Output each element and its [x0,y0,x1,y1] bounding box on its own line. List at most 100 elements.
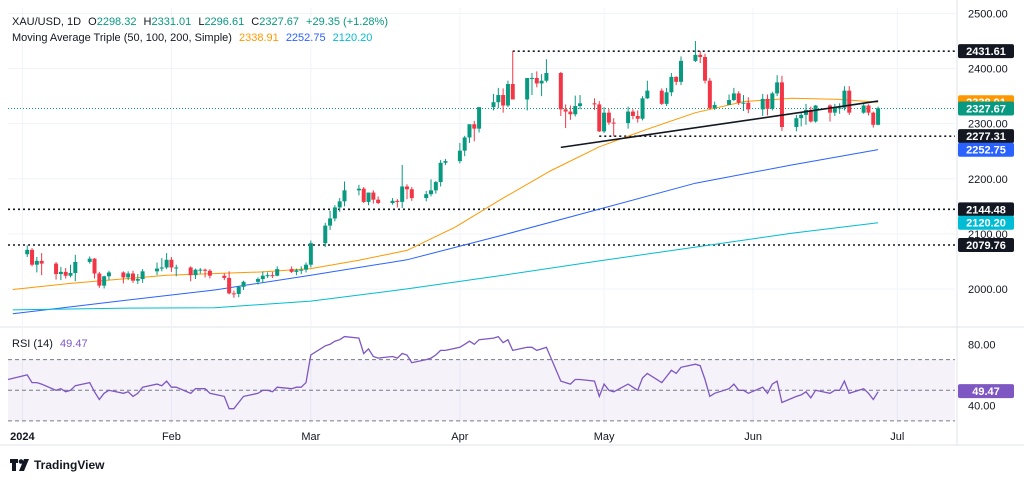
candle-body [765,98,770,109]
candle-body [568,111,573,115]
candle-body [443,161,448,163]
candle-body [294,270,299,272]
candle-body [68,272,73,276]
candle-body [241,281,246,287]
candle-body [626,111,631,124]
candle-body [308,243,313,265]
time-tick-label: Jul [890,431,904,443]
candle-body [775,82,780,94]
rsi-line [7,335,879,410]
candle-body [842,90,847,108]
candle-body [505,84,510,106]
candle-body [231,293,236,295]
candle-body [510,84,515,100]
candle-body [92,258,97,274]
candle-body [164,259,169,268]
candle-body [366,192,371,202]
candle-body [260,275,265,280]
candle-body [669,76,674,93]
legend-ma100-value: 2252.75 [285,32,326,44]
price-axis-tag-label: 2079.76 [966,240,1006,252]
time-tick-label: Mar [301,431,320,443]
candle-body [299,269,304,271]
candle-body [135,279,140,281]
candle-body [73,261,78,273]
candle-body [698,54,703,58]
time-tick-label: May [594,431,615,443]
time-tick-label: Feb [162,431,181,443]
moving-average-line [12,149,879,315]
candle-body [323,225,328,244]
candle-body [409,189,414,199]
candle-body [404,186,409,190]
candle-body [106,272,111,277]
candle-body [169,259,174,268]
support-trendline [560,100,879,149]
candle-body [467,124,472,138]
candle-body [472,124,477,129]
candle-body [808,109,813,122]
candle-body [578,103,583,107]
candle-body [837,107,842,109]
candle-body [630,111,635,116]
candle-body [328,218,333,226]
candle-body [361,188,366,202]
candle-body [712,104,717,109]
candle-body [491,102,496,108]
candle-body [121,272,126,278]
candle-body [54,263,59,275]
legend-ma50-value: 2338.91 [238,32,279,44]
price-axis-tag [958,101,1014,116]
candle-body [760,98,765,110]
price-axis-tag-label: 2277.31 [966,131,1006,143]
candle-body [39,260,44,264]
candle-body [741,102,746,104]
price-tick-label: 2100.00 [968,229,1008,241]
candle-body [592,103,597,105]
candle-body [799,114,804,119]
candle-body [832,108,837,113]
candle-body [462,137,467,151]
legend-rsi: RSI (14) 49.47 [12,338,92,350]
candle-body [332,207,337,219]
legend-close-label: C [251,16,260,28]
price-axis-tag-label: 2252.75 [966,145,1006,157]
candle-body [659,90,664,104]
candle-body [188,267,193,276]
legend-change: +29.35 (+1.28%) [306,16,388,28]
candle-body [270,275,275,277]
candle-body [265,275,270,277]
candle-body [395,200,400,202]
candle-body [525,77,530,100]
candle-body [727,99,732,105]
candle-body [155,268,160,272]
candle-body [703,57,708,81]
legend-high-label: H [143,16,152,28]
candle-body [174,267,179,269]
candle-body [746,102,751,110]
candle-body [558,73,563,110]
legend-symbol: XAU/USD, 1D [12,16,82,28]
time-tick-label: Jun [744,431,762,443]
candle-body [635,115,640,119]
tradingview-logo[interactable]: TradingView [10,458,104,472]
moving-average-line [12,222,879,311]
candle-body [871,112,876,125]
candle-body [866,105,871,113]
candle-body [304,264,309,270]
candle-body [534,77,539,84]
candle-body [664,92,669,104]
candle-body [779,82,784,127]
rsi-value-tag [958,384,1014,399]
candle-body [496,95,501,103]
candle-body [674,76,679,82]
legend-open-value: 2298.32 [96,16,137,28]
legend-low-value: 2296.61 [204,16,245,28]
candle-body [63,271,68,276]
time-tick-label: Apr [451,431,468,443]
legend-low-label: L [198,16,205,28]
candle-body [97,273,102,286]
candle-body [438,162,443,183]
rsi-tick-label: 40.00 [968,401,996,413]
